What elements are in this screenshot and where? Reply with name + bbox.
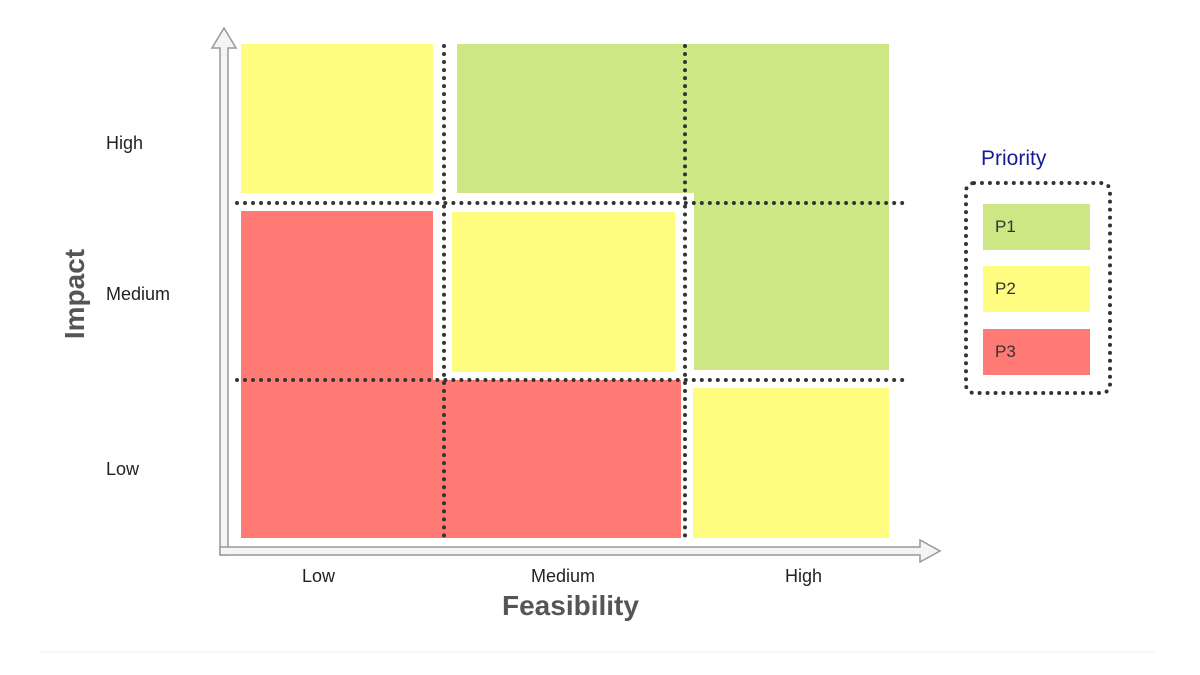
legend-label: P2 xyxy=(995,279,1016,298)
cell-low-high-p2 xyxy=(693,388,889,538)
x-tick-low: Low xyxy=(302,566,336,586)
x-tick-medium: Medium xyxy=(531,566,596,586)
y-tick-high: High xyxy=(106,133,144,153)
cell-high-medium-high-p1 xyxy=(457,44,889,193)
x-tick-high: High xyxy=(785,566,823,586)
grid-divider-vertical xyxy=(683,44,687,538)
cell-high-low-p2 xyxy=(241,44,433,193)
grid-divider-horizontal xyxy=(235,378,905,382)
y-axis-arrow xyxy=(210,26,238,556)
x-axis-arrow xyxy=(219,538,942,564)
cell-medium-medium-p2 xyxy=(452,212,675,372)
cell-medium-high-p1 xyxy=(694,193,889,370)
legend-label: P3 xyxy=(995,342,1016,361)
grid-divider-horizontal xyxy=(235,201,905,205)
grid-divider-vertical xyxy=(442,44,446,538)
legend-item-p1: P1 xyxy=(983,204,1090,250)
legend-title: Priority xyxy=(981,147,1047,170)
y-tick-low: Low xyxy=(106,459,140,479)
legend-label: P1 xyxy=(995,217,1016,236)
legend-item-p3: P3 xyxy=(983,329,1090,375)
y-axis-title: Impact xyxy=(59,248,90,340)
legend-item-p2: P2 xyxy=(983,266,1090,312)
cell-medium-low-p3 xyxy=(241,211,433,381)
y-tick-medium: Medium xyxy=(106,284,171,304)
x-axis-title: Feasibility xyxy=(502,590,639,621)
cell-low-low-medium-p3 xyxy=(241,380,681,538)
legend-box xyxy=(964,181,1112,395)
